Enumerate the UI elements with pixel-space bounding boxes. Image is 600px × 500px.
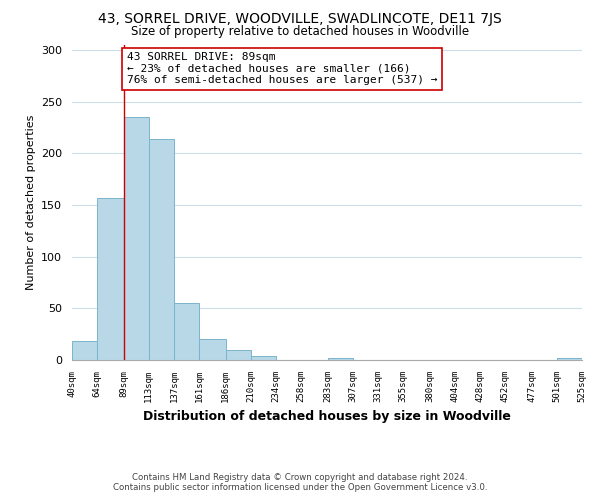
- Y-axis label: Number of detached properties: Number of detached properties: [26, 115, 35, 290]
- Bar: [149, 139, 174, 360]
- Bar: [124, 118, 149, 360]
- Bar: [251, 356, 276, 360]
- Bar: [72, 342, 97, 360]
- Text: 43, SORREL DRIVE, WOODVILLE, SWADLINCOTE, DE11 7JS: 43, SORREL DRIVE, WOODVILLE, SWADLINCOTE…: [98, 12, 502, 26]
- Text: Size of property relative to detached houses in Woodville: Size of property relative to detached ho…: [131, 25, 469, 38]
- X-axis label: Distribution of detached houses by size in Woodville: Distribution of detached houses by size …: [143, 410, 511, 424]
- Text: 43 SORREL DRIVE: 89sqm
← 23% of detached houses are smaller (166)
76% of semi-de: 43 SORREL DRIVE: 89sqm ← 23% of detached…: [127, 52, 437, 86]
- Bar: [174, 303, 199, 360]
- Bar: [199, 340, 226, 360]
- Bar: [226, 350, 251, 360]
- Bar: [97, 198, 124, 360]
- Bar: [328, 358, 353, 360]
- Text: Contains HM Land Registry data © Crown copyright and database right 2024.
Contai: Contains HM Land Registry data © Crown c…: [113, 473, 487, 492]
- Bar: [557, 358, 582, 360]
